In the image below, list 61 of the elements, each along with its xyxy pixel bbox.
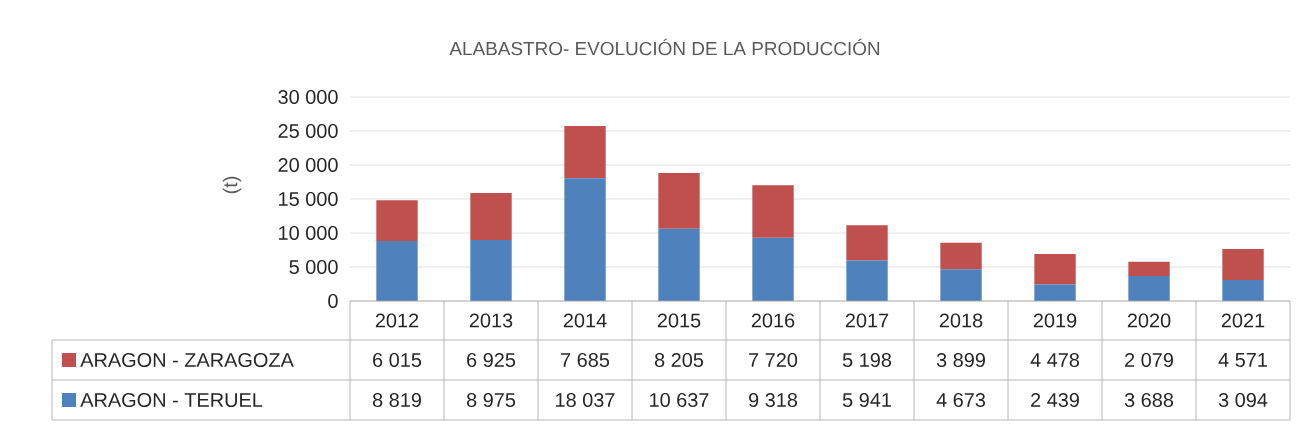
data-label: 8 819 (372, 392, 421, 408)
bar (1034, 284, 1076, 301)
data-label: 8 205 (654, 352, 704, 368)
data-label: 4 673 (936, 392, 986, 408)
x-tick-label: 2012 (375, 313, 419, 328)
bar (1034, 253, 1076, 285)
chart-title: ALABASTRO- EVOLUCIÓN DE LA PRODUCCIÓN (449, 38, 880, 56)
bar (564, 126, 606, 179)
data-label: 7 685 (561, 352, 610, 368)
bar (846, 260, 888, 301)
y-tick-label: 15 000 (279, 191, 338, 207)
bar (940, 242, 982, 270)
bar (940, 269, 982, 301)
data-label: 7 720 (749, 352, 798, 368)
data-label: 8 975 (466, 392, 516, 408)
x-tick-label: 2020 (1127, 313, 1171, 328)
data-label: 10 637 (650, 392, 709, 408)
data-label: 4 478 (1030, 352, 1080, 368)
bar (470, 192, 512, 240)
data-label: 3 094 (1218, 392, 1268, 408)
y-tick-label: 20 000 (278, 157, 338, 173)
y-tick-label: 25 000 (278, 123, 338, 139)
data-label: 2 439 (1031, 392, 1079, 408)
bar (1222, 279, 1264, 301)
data-label: 4 571 (1218, 353, 1267, 367)
legend-label: ARAGON - TERUEL (80, 392, 263, 408)
y-tick-label: 0 (328, 293, 338, 309)
y-tick-label: 5 000 (289, 259, 338, 275)
bar (658, 228, 700, 301)
data-label: 6 015 (373, 352, 422, 368)
bar (846, 225, 888, 261)
x-tick-label: 2018 (939, 313, 983, 328)
legend-label: ARAGON - ZARAGOZA (80, 352, 294, 368)
data-label: 18 037 (556, 392, 615, 408)
data-label: 3 688 (1124, 392, 1174, 408)
data-label: 5 941 (842, 392, 891, 408)
x-tick-label: 2013 (469, 313, 513, 328)
bar (1128, 261, 1170, 276)
data-label: 3 899 (936, 352, 985, 368)
x-tick-label: 2015 (657, 313, 701, 328)
data-label: 5 198 (842, 352, 892, 368)
x-tick-label: 2017 (845, 313, 889, 328)
bar (1222, 248, 1264, 280)
bar (1128, 275, 1170, 301)
y-tick-label: 30 000 (278, 89, 338, 105)
x-tick-label: 2021 (1221, 313, 1265, 328)
x-tick-label: 2016 (751, 313, 795, 328)
data-label: 9 318 (749, 392, 798, 408)
bar (376, 200, 418, 242)
bar (658, 172, 700, 229)
bar (470, 239, 512, 301)
x-tick-label: 2014 (563, 313, 607, 328)
y-tick-label: 10 000 (279, 225, 338, 241)
data-label: 6 925 (467, 352, 516, 368)
bar (376, 241, 418, 301)
x-tick-label: 2019 (1033, 313, 1077, 328)
bar (752, 185, 794, 238)
y-axis-title: (t) (222, 176, 242, 194)
data-label: 2 079 (1125, 352, 1173, 368)
bar (564, 178, 606, 301)
bar (752, 237, 794, 301)
